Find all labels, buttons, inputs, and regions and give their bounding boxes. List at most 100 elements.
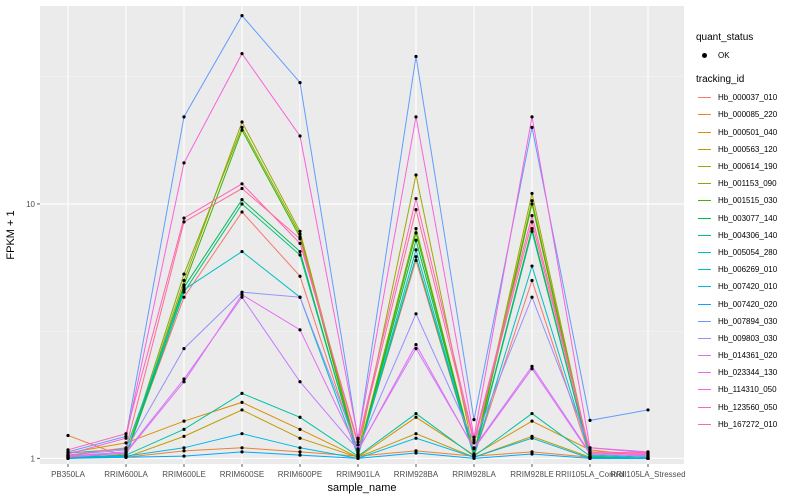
legend-item: Hb_005054_280 [696, 244, 777, 261]
legend-item-label: Hb_000085_220 [718, 110, 778, 120]
data-point [182, 434, 186, 438]
data-point [298, 249, 302, 254]
y-tick-label: 1 [31, 454, 36, 463]
data-point [240, 446, 244, 450]
legend-item: Hb_000563_120 [696, 141, 777, 158]
data-point [182, 285, 186, 289]
legend-quant-title: quant_status [696, 32, 754, 43]
x-tick-label: RRIM901LA [336, 470, 380, 479]
data-point [240, 186, 244, 191]
data-point [124, 446, 128, 450]
x-tick-label: RRIM600SE [220, 470, 264, 479]
legend-key-line [696, 210, 713, 227]
data-point [414, 436, 418, 440]
legend-item-label: Hb_001153_090 [718, 179, 777, 189]
data-point [414, 248, 418, 252]
data-point [356, 443, 360, 447]
x-axis-title: sample_name [327, 482, 396, 494]
data-point [414, 415, 418, 419]
data-point [182, 278, 186, 283]
data-point [356, 456, 360, 460]
legend-item-label: Hb_007420_010 [718, 282, 778, 292]
data-point [66, 433, 70, 438]
data-point [356, 436, 360, 440]
data-point [298, 274, 302, 278]
data-point [530, 229, 534, 233]
legend-item: Hb_000085_220 [696, 106, 777, 123]
data-point [240, 391, 244, 395]
data-point [240, 125, 244, 129]
data-point [124, 455, 128, 459]
legend-key-line [696, 244, 713, 261]
data-point [240, 128, 244, 132]
data-point [182, 161, 186, 165]
data-point [240, 249, 244, 254]
legend-item: Hb_114310_050 [696, 381, 777, 398]
data-point [414, 255, 418, 259]
legend-item: Hb_001153_090 [696, 175, 777, 192]
data-point [530, 202, 534, 206]
x-tick-label: RRIM600LA [104, 470, 148, 479]
data-point [646, 408, 650, 412]
data-point [182, 290, 186, 294]
data-point [182, 380, 186, 384]
legend-item: Hb_003077_140 [696, 210, 777, 227]
data-point [298, 427, 302, 431]
data-point [530, 419, 534, 423]
data-point [472, 417, 476, 422]
legend-item: Hb_009803_030 [696, 330, 777, 347]
legend-item-label: Hb_003077_140 [718, 213, 778, 223]
legend-item-label: Hb_000614_190 [718, 162, 778, 172]
legend-item-label: Hb_007420_020 [718, 299, 778, 309]
data-point [240, 293, 244, 297]
data-point [298, 229, 302, 233]
data-point [530, 227, 534, 231]
data-point [530, 115, 534, 119]
data-point [124, 432, 128, 436]
data-point [414, 173, 418, 177]
legend-key-line [696, 141, 713, 158]
data-point [298, 232, 302, 236]
legend-item: Hb_167272_010 [696, 416, 777, 433]
data-point [298, 450, 302, 454]
data-point [414, 115, 418, 119]
legend-item: Hb_007420_020 [696, 295, 777, 312]
data-point [298, 453, 302, 457]
legend-item-label: Hb_000501_040 [718, 127, 778, 137]
data-point [240, 202, 244, 206]
y-axis-title: FPKM + 1 [5, 210, 17, 259]
legend-item-label: Hb_000563_120 [718, 144, 778, 154]
legend-key-line [696, 416, 713, 433]
data-point [182, 347, 186, 351]
data-point [182, 220, 186, 224]
data-point [530, 213, 534, 218]
data-point [530, 278, 534, 283]
data-point [298, 134, 302, 138]
data-point [182, 427, 186, 431]
legend-item-label: Hb_005054_280 [718, 247, 778, 257]
legend-item: Hb_006269_010 [696, 261, 777, 278]
data-point [530, 125, 534, 129]
data-point [414, 231, 418, 235]
data-point [240, 432, 244, 436]
data-point [182, 216, 186, 220]
data-point [240, 51, 244, 56]
data-point [182, 288, 186, 292]
data-point [298, 80, 302, 85]
legend-item-label: Hb_007894_030 [718, 316, 778, 326]
y-tick-label: 10 [26, 200, 35, 209]
data-point [414, 238, 418, 242]
x-tick-label: RRIM928LA [452, 470, 496, 479]
data-point [530, 367, 534, 371]
legend-key-line [696, 261, 713, 278]
legend-item-label: Hb_001515_030 [718, 196, 778, 206]
data-point [530, 191, 534, 196]
data-point [240, 290, 244, 294]
data-point [414, 54, 418, 59]
data-point [356, 449, 360, 453]
data-point [472, 435, 476, 439]
data-point [240, 408, 244, 412]
data-point [182, 419, 186, 423]
legend-key-line [696, 192, 713, 209]
